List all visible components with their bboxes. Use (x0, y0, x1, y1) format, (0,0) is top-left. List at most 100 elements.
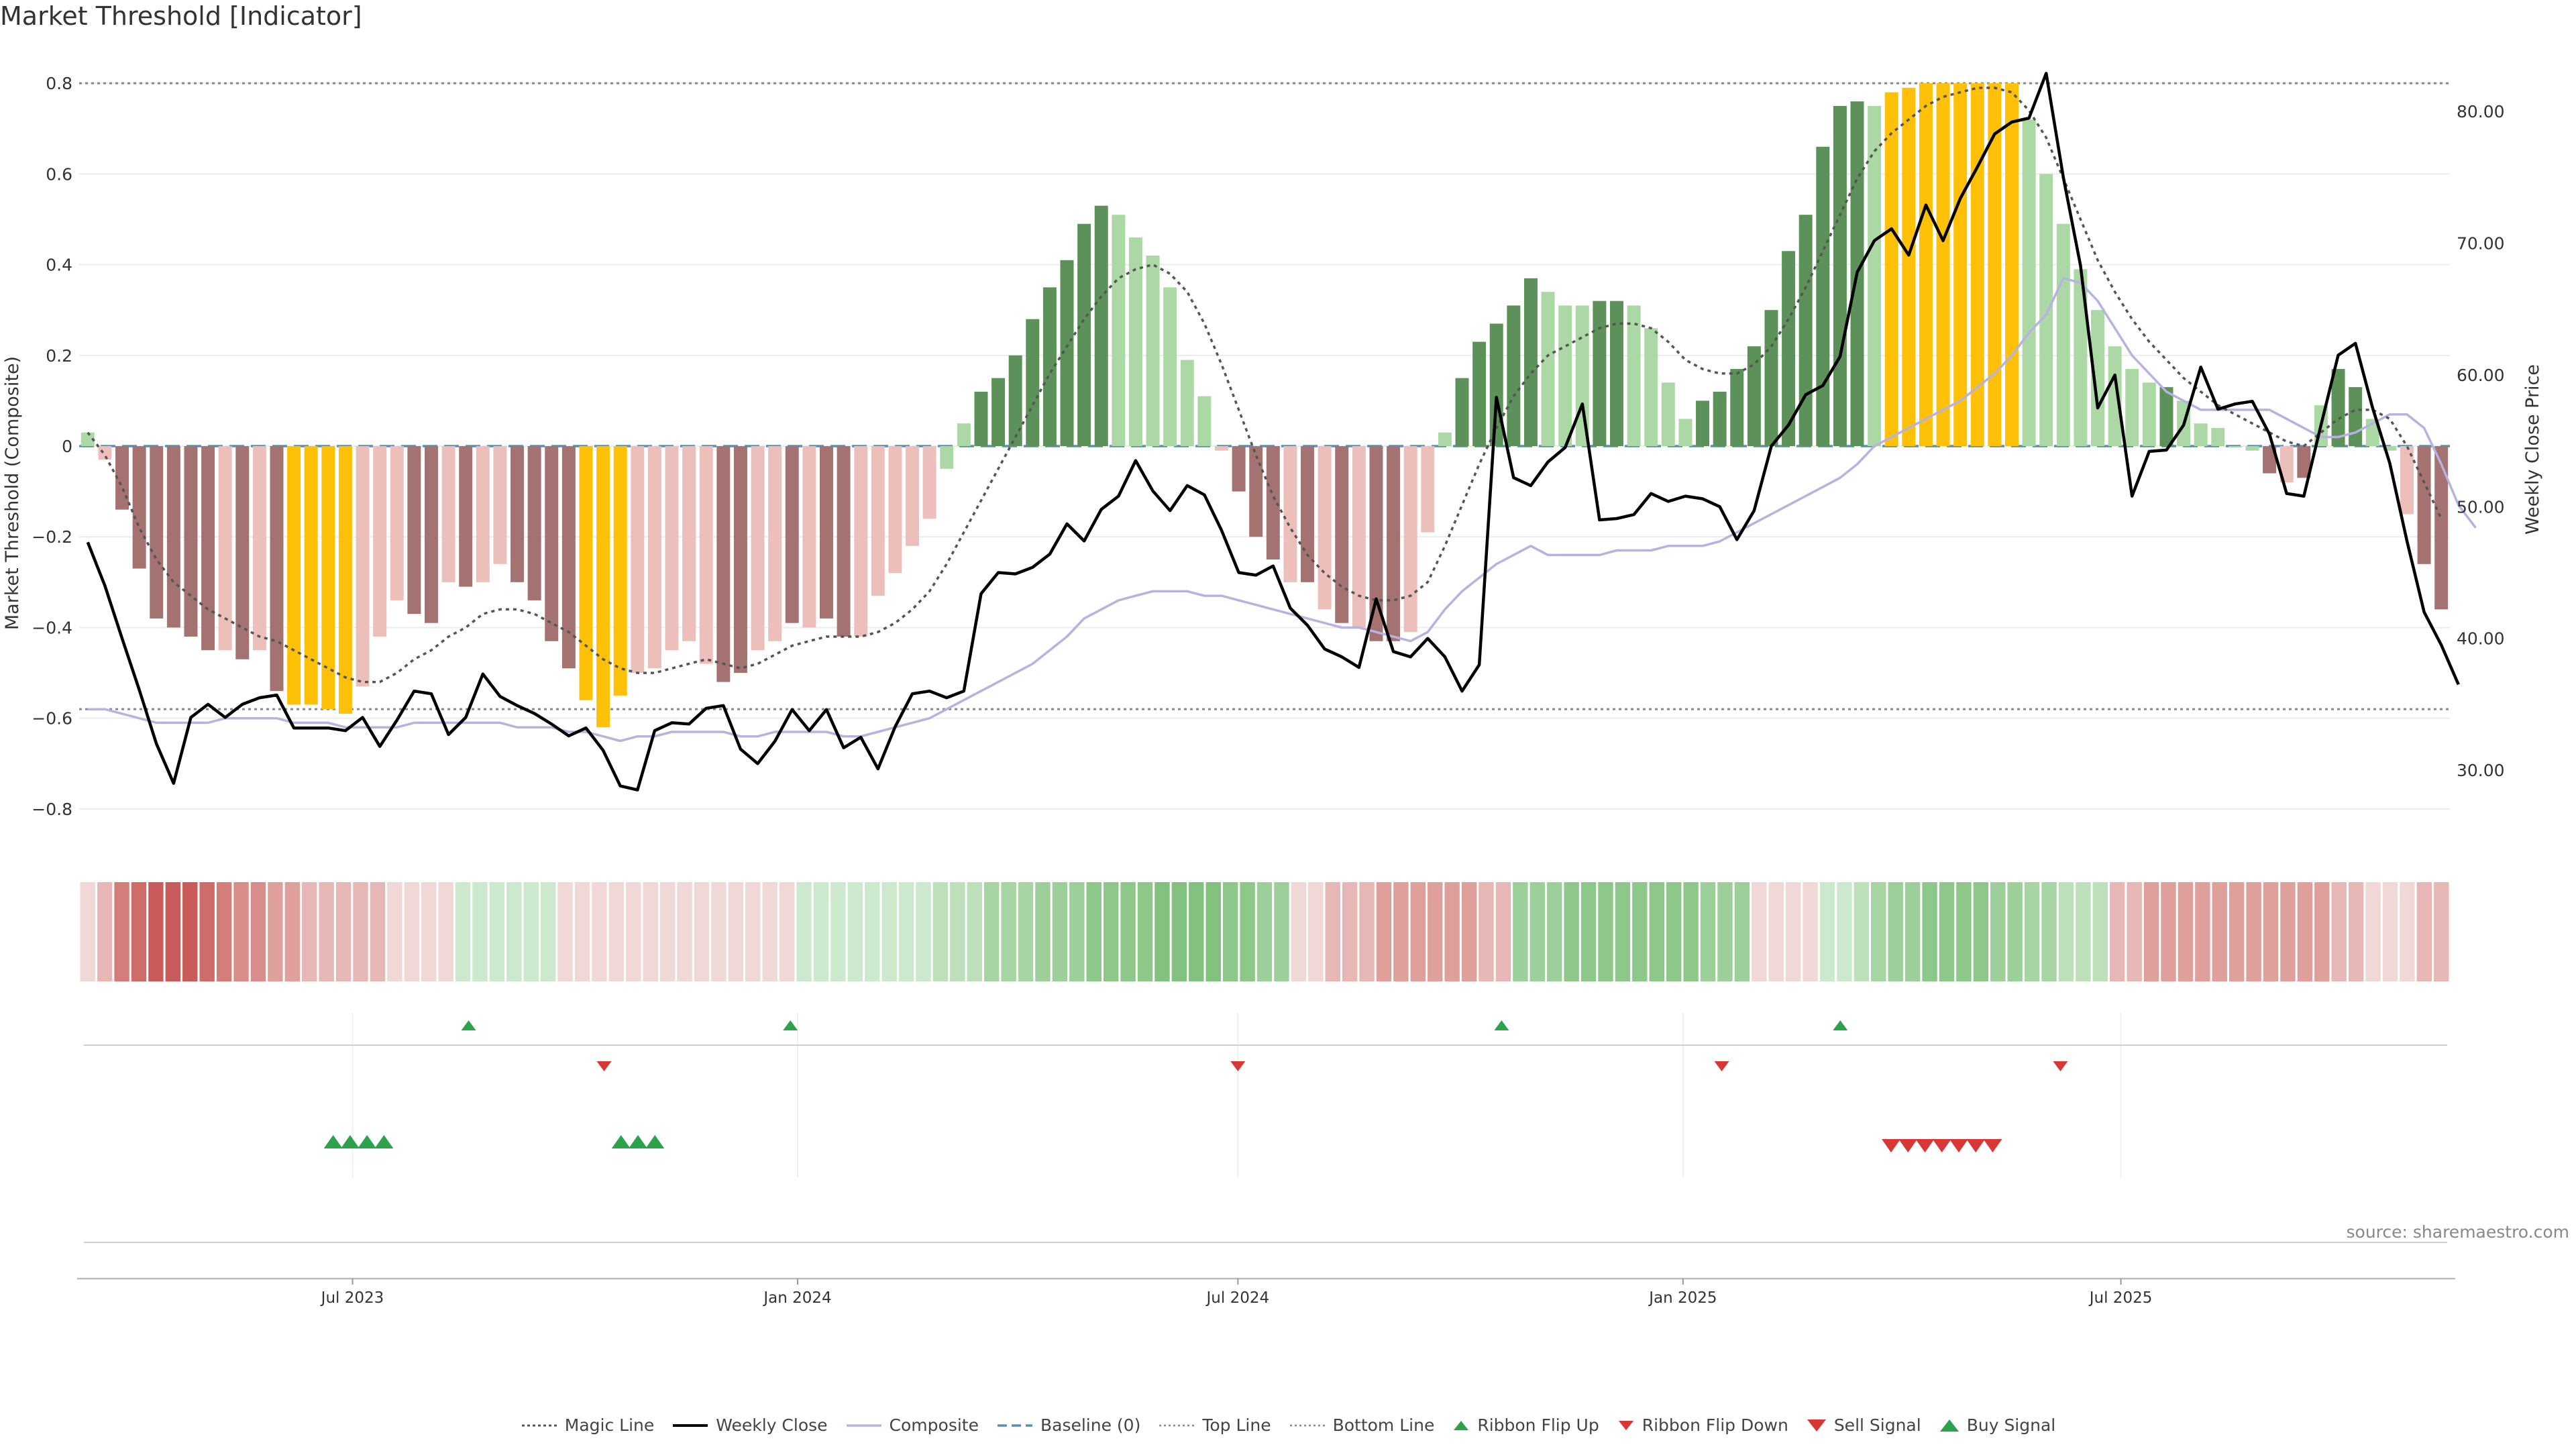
ribbon-cell (1189, 882, 1204, 981)
ribbon-cell (1513, 882, 1528, 981)
composite-bar (2125, 369, 2139, 446)
ribbon-cell (557, 882, 573, 981)
composite-bar (1541, 292, 1555, 446)
composite-bar (493, 446, 507, 564)
composite-bar (785, 446, 799, 623)
composite-bar (837, 446, 851, 637)
composite-bar (1163, 287, 1177, 446)
composite-bar (1283, 446, 1297, 582)
composite-bar (390, 446, 404, 600)
composite-bar (1575, 305, 1589, 446)
y-tick-label: 0.8 (46, 74, 72, 93)
ribbon-cell (1342, 882, 1358, 981)
ribbon-cell (284, 882, 301, 981)
ribbon-cell (2195, 882, 2210, 981)
ribbon-cell (847, 882, 863, 981)
composite-bar (733, 446, 747, 674)
composite-bar (871, 446, 885, 596)
y-tick-label: −0.4 (32, 618, 72, 637)
ribbon-cell (506, 882, 522, 981)
composite-bar (304, 446, 318, 705)
ribbon-cell (898, 882, 914, 981)
magic-line (87, 87, 2443, 684)
composite-bar (235, 446, 250, 659)
ribbon-cell (2297, 882, 2313, 981)
ribbon-cell (2246, 882, 2261, 981)
ribbon-cell (2400, 882, 2415, 981)
ribbon-cell (2212, 882, 2227, 981)
legend-item-weekly-close: Weekly Close (672, 1415, 828, 1435)
composite-bar (356, 446, 370, 687)
composite-line (87, 277, 2477, 743)
buy-signal-marker (629, 1135, 648, 1148)
signal-panels (77, 1020, 2455, 1280)
composite-bar (957, 423, 971, 446)
y-tick-label: 0.4 (46, 256, 72, 275)
ribbon-cell (2007, 882, 2023, 981)
composite-bar (768, 446, 782, 641)
ribbon-cell (1819, 882, 1835, 981)
ribbon-cell (2058, 882, 2074, 981)
composite-bar (682, 446, 696, 641)
ribbon-cell (967, 882, 982, 981)
composite-bar (1042, 287, 1057, 446)
composite-bar (511, 446, 525, 582)
ribbon-cell (881, 882, 897, 981)
composite-bar (2108, 346, 2122, 446)
ribbon-cell (1990, 882, 2006, 981)
ribbon-flip-up-marker (461, 1020, 476, 1030)
small-red-down-triangle-icon (1618, 1420, 1633, 1430)
ribbon-cell (677, 882, 692, 981)
ribbon-cell (97, 882, 113, 981)
composite-bar (2297, 446, 2311, 478)
composite-bar (338, 446, 352, 714)
y-tick-label: 0 (62, 437, 72, 456)
sell-signal-marker (1915, 1139, 1935, 1152)
buy-signal-marker (323, 1135, 343, 1148)
ribbon-cell (1393, 882, 1409, 981)
ribbon-cell (233, 882, 249, 981)
ribbon-cell (1871, 882, 1886, 981)
sell-signal-marker (1932, 1139, 1951, 1152)
ribbon-cell (2348, 882, 2364, 981)
ribbon-cell (1547, 882, 1562, 981)
ribbon-cell (1155, 882, 1170, 981)
ribbon-cell (1683, 882, 1699, 981)
ribbon-cell (813, 882, 829, 981)
weekly-close-line (86, 72, 2460, 792)
buy-signal-marker (358, 1135, 377, 1148)
y-tick-label: 0.6 (46, 164, 72, 184)
composite-bar (579, 446, 593, 700)
composite-bar (631, 446, 645, 674)
composite-bar (1593, 301, 1607, 446)
composite-bar (132, 446, 146, 569)
composite-bar (1146, 256, 1160, 446)
composite-bar (2039, 174, 2053, 446)
ribbon-cell (1803, 882, 1818, 981)
ribbon-cell (745, 882, 761, 981)
composite-bar (1884, 92, 1898, 446)
ribbon-cell (1956, 882, 1972, 981)
legend-item-top-line: Top Line (1158, 1415, 1271, 1435)
composite-bar (665, 446, 679, 651)
ribbon-cell (2178, 882, 2194, 981)
market-threshold-chart: 0.8 0.6 0.4 0.2 0 −0.2 −0.4 −0.6 −0.8 80.00 70.00… (2, 72, 2543, 1307)
solid-line-icon (673, 1424, 708, 1427)
ribbon-cell (1922, 882, 1937, 981)
composite-bar (1919, 83, 1933, 446)
ribbon-cell (2161, 882, 2176, 981)
ribbon-cell (1086, 882, 1102, 981)
composite-bar (1128, 237, 1142, 446)
ribbon-cell (2092, 882, 2108, 981)
ribbon-cell (1904, 882, 1921, 981)
ribbon-cell (1205, 882, 1221, 981)
ribbon-cell (2263, 882, 2279, 981)
sell-signal-marker (1983, 1139, 2002, 1152)
ribbon-cell (438, 882, 453, 981)
legend: Magic Line Weekly Close Composite Baseli… (0, 1415, 2576, 1435)
ribbon-cell (353, 882, 368, 981)
ribbon-cell (2229, 882, 2245, 981)
composite-bar (2349, 387, 2363, 446)
ribbon-cell (1222, 882, 1238, 981)
composite-bar (407, 446, 421, 614)
